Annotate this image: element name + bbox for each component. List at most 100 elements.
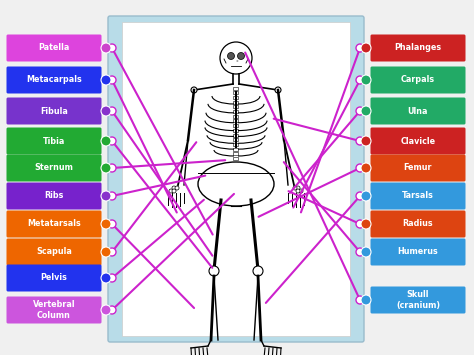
FancyBboxPatch shape (7, 98, 101, 125)
Circle shape (172, 189, 176, 193)
Text: Skull
(cranium): Skull (cranium) (396, 290, 440, 310)
Bar (234, 119, 238, 122)
Bar (234, 143, 238, 146)
Circle shape (299, 189, 303, 193)
Text: Pelvis: Pelvis (41, 273, 67, 283)
Bar (234, 152, 238, 155)
Bar (234, 148, 238, 151)
Circle shape (356, 248, 364, 256)
Circle shape (101, 247, 111, 257)
FancyBboxPatch shape (371, 182, 465, 209)
Text: Carpals: Carpals (401, 76, 435, 84)
Circle shape (101, 136, 111, 146)
Circle shape (101, 163, 111, 173)
Circle shape (108, 164, 116, 172)
Circle shape (108, 220, 116, 228)
Circle shape (101, 106, 111, 116)
Bar (234, 87, 238, 89)
Text: Ribs: Ribs (44, 191, 64, 201)
FancyBboxPatch shape (371, 66, 465, 93)
FancyBboxPatch shape (371, 211, 465, 237)
FancyBboxPatch shape (7, 239, 101, 266)
FancyBboxPatch shape (7, 127, 101, 154)
Circle shape (237, 53, 245, 60)
FancyBboxPatch shape (371, 154, 465, 181)
Text: Phalanges: Phalanges (394, 44, 442, 53)
Circle shape (108, 44, 116, 52)
Bar (234, 162, 238, 165)
Circle shape (356, 107, 364, 115)
Circle shape (108, 306, 116, 314)
Circle shape (108, 137, 116, 145)
Bar (234, 166, 238, 169)
Circle shape (228, 53, 235, 60)
Circle shape (356, 192, 364, 200)
Text: Fibula: Fibula (40, 106, 68, 115)
Circle shape (169, 189, 173, 193)
FancyBboxPatch shape (7, 66, 101, 93)
Bar (234, 129, 238, 132)
Circle shape (108, 192, 116, 200)
Text: Metacarpals: Metacarpals (26, 76, 82, 84)
Circle shape (361, 75, 371, 85)
Text: Vertebral
Column: Vertebral Column (33, 300, 75, 320)
Circle shape (220, 42, 252, 74)
Circle shape (253, 266, 263, 276)
Bar (234, 105, 238, 108)
FancyBboxPatch shape (108, 16, 364, 342)
Circle shape (356, 164, 364, 172)
Bar (234, 100, 238, 104)
Text: Femur: Femur (404, 164, 432, 173)
Bar (234, 91, 238, 94)
Circle shape (101, 191, 111, 201)
FancyBboxPatch shape (371, 127, 465, 154)
Circle shape (356, 137, 364, 145)
Text: Tibia: Tibia (43, 137, 65, 146)
Circle shape (361, 163, 371, 173)
Bar (234, 115, 238, 118)
FancyBboxPatch shape (371, 239, 465, 266)
Circle shape (356, 220, 364, 228)
Text: Radius: Radius (403, 219, 433, 229)
Circle shape (361, 295, 371, 305)
Circle shape (293, 186, 297, 190)
Text: Metatarsals: Metatarsals (27, 219, 81, 229)
Text: Scapula: Scapula (36, 247, 72, 257)
Text: Patella: Patella (38, 44, 70, 53)
FancyBboxPatch shape (7, 264, 101, 291)
Circle shape (275, 87, 281, 93)
Circle shape (108, 274, 116, 282)
Bar (234, 110, 238, 113)
Circle shape (296, 189, 300, 193)
FancyBboxPatch shape (7, 182, 101, 209)
Circle shape (101, 43, 111, 53)
Circle shape (356, 296, 364, 304)
Circle shape (172, 186, 176, 190)
FancyBboxPatch shape (371, 98, 465, 125)
FancyBboxPatch shape (7, 34, 101, 61)
Circle shape (296, 186, 300, 190)
Bar (122, 22, 350, 336)
Circle shape (361, 136, 371, 146)
Circle shape (361, 43, 371, 53)
Text: Sternum: Sternum (35, 164, 73, 173)
FancyBboxPatch shape (7, 296, 101, 323)
Bar (234, 133, 238, 137)
Text: Clavicle: Clavicle (401, 137, 436, 146)
Text: Humerus: Humerus (398, 247, 438, 257)
Ellipse shape (198, 162, 274, 206)
Circle shape (361, 247, 371, 257)
FancyBboxPatch shape (371, 286, 465, 313)
Bar (234, 138, 238, 141)
Circle shape (361, 106, 371, 116)
Circle shape (191, 87, 197, 93)
Circle shape (361, 219, 371, 229)
FancyBboxPatch shape (7, 211, 101, 237)
Circle shape (108, 76, 116, 84)
Circle shape (101, 273, 111, 283)
Circle shape (209, 266, 219, 276)
FancyBboxPatch shape (371, 34, 465, 61)
Circle shape (356, 76, 364, 84)
Text: Tarsals: Tarsals (402, 191, 434, 201)
Bar (234, 96, 238, 99)
